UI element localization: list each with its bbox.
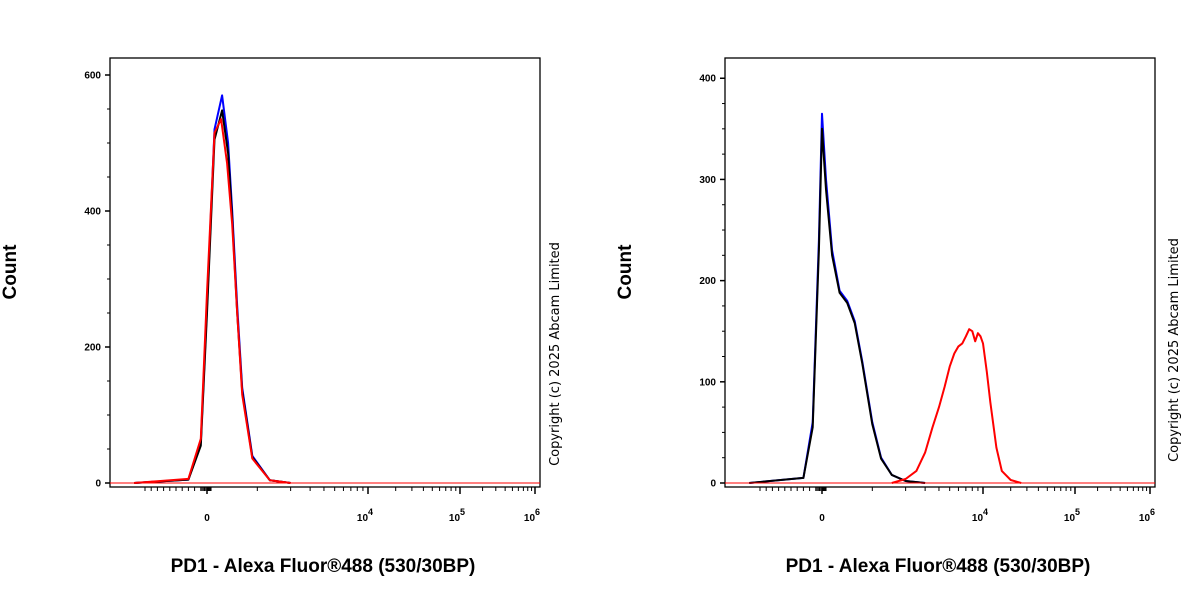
- x-axis-title: PD1 - Alexa Fluor®488 (530/30BP): [786, 556, 1091, 577]
- chart-left: 0 200 400 600 0 104 105 106 Count PD1 - Alexa Flu…: [0, 57, 563, 577]
- y-axis-title: Count: [615, 244, 636, 300]
- y-tick-label: 100: [699, 377, 716, 388]
- x-tick-exponent: 6: [1150, 507, 1155, 517]
- x-tick-label: 106: [524, 507, 540, 524]
- x-tick-exponent: 5: [460, 507, 465, 517]
- series-line-2: [891, 328, 1022, 484]
- y-tick-label: 600: [84, 71, 101, 82]
- x-tick-exponent: 4: [368, 507, 373, 517]
- y-tick-label: 200: [699, 276, 716, 287]
- y-axis-title: Count: [0, 244, 21, 300]
- y-tick-label: 400: [699, 74, 716, 85]
- x-tick-label: 106: [1139, 507, 1155, 524]
- chart-right: 0 100 200 300 400 0 104 105 106 Count PD1 - Alexa …: [615, 57, 1182, 577]
- x-tick-exponent: 5: [1075, 507, 1080, 517]
- x-tick-label: 104: [972, 507, 988, 524]
- y-tick-label: 200: [84, 343, 101, 354]
- copyright-text: Copyright (c) 2025 Abcam Limited: [548, 242, 563, 466]
- y-tick-label: 0: [710, 479, 716, 490]
- copyright-text: Copyright (c) 2025 Abcam Limited: [1167, 238, 1182, 462]
- x-tick-label: 0: [204, 513, 210, 524]
- y-tick-label: 400: [84, 207, 101, 218]
- series-line-2: [134, 118, 291, 484]
- x-tick-label: 0: [819, 513, 825, 524]
- x-tick-label: 105: [449, 507, 465, 524]
- plot-frame: [724, 57, 1156, 488]
- x-tick-exponent: 6: [535, 507, 540, 517]
- plot-frame: [109, 57, 541, 488]
- y-tick-label: 0: [95, 479, 101, 490]
- y-tick-label: 300: [699, 175, 716, 186]
- x-tick-label: 105: [1064, 507, 1080, 524]
- series-line-1: [749, 127, 926, 484]
- x-axis-title: PD1 - Alexa Fluor®488 (530/30BP): [171, 556, 476, 577]
- x-tick-label: 104: [357, 507, 373, 524]
- x-tick-exponent: 4: [983, 507, 988, 517]
